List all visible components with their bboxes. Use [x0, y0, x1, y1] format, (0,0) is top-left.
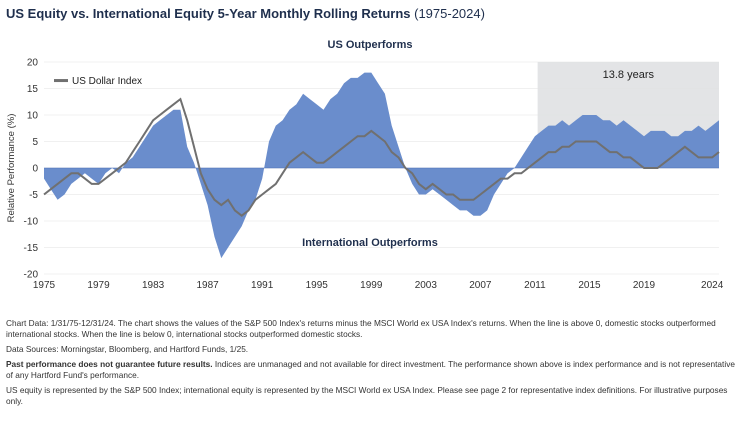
x-tick-label: 1991 — [251, 280, 274, 291]
note-past-performance-text: Indices are unmanaged and not available … — [6, 359, 735, 380]
x-tick-label: 2024 — [701, 280, 724, 291]
note-past-performance-bold: Past performance does not guarantee futu… — [6, 359, 213, 369]
y-tick-label: 0 — [32, 164, 38, 175]
chart-title-main: US Equity vs. International Equity 5-Yea… — [6, 6, 411, 21]
us-dollar-index-line — [43, 97, 720, 217]
y-tick-label: -10 — [24, 217, 39, 228]
y-tick-labels: 20 15 10 5 0 -5 -10 -15 -20 — [24, 58, 39, 281]
note-chart-data: Chart Data: 1/31/75-12/31/24. The chart … — [6, 318, 716, 339]
x-tick-label: 1987 — [197, 280, 220, 291]
legend: US Dollar Index — [54, 76, 142, 87]
note-sources: Data Sources: Morningstar, Bloomberg, an… — [6, 344, 249, 354]
x-tick-label: 2007 — [469, 280, 492, 291]
note-past-performance: Past performance does not guarantee futu… — [6, 359, 744, 381]
y-tick-label: 20 — [27, 58, 39, 69]
chart-notes: Chart Data: 1/31/75-12/31/24. The chart … — [6, 318, 744, 411]
x-tick-label: 2019 — [633, 280, 656, 291]
x-tick-label: 1979 — [87, 280, 110, 291]
x-tick-label: 2011 — [524, 280, 546, 291]
y-tick-label: 5 — [32, 137, 38, 148]
legend-label: US Dollar Index — [72, 76, 142, 87]
x-tick-labels: 1975 1979 1983 1987 1991 1995 1999 2003 2007 2011… — [33, 280, 724, 291]
y-tick-label: -20 — [24, 270, 39, 281]
x-tick-label: 1975 — [33, 280, 56, 291]
chart-title: US Equity vs. International Equity 5-Yea… — [6, 6, 485, 21]
annotation-us-outperforms: US Outperforms — [328, 39, 413, 51]
x-tick-label: 2003 — [415, 280, 438, 291]
x-tick-label: 1999 — [360, 280, 383, 291]
y-axis-label: Relative Performance (%) — [6, 114, 17, 223]
y-tick-label: -15 — [24, 243, 39, 254]
y-tick-label: 15 — [27, 84, 39, 95]
y-tick-label: -5 — [29, 190, 38, 201]
chart-title-years: (1975-2024) — [414, 6, 485, 21]
x-tick-label: 2015 — [578, 280, 601, 291]
x-tick-label: 1995 — [306, 280, 329, 291]
x-tick-label: 1983 — [142, 280, 165, 291]
y-tick-label: 10 — [27, 111, 39, 122]
annotation-years-label: 13.8 years — [603, 69, 655, 81]
relative-performance-area — [44, 72, 719, 259]
note-definitions: US equity is represented by the S&P 500 … — [6, 385, 728, 406]
annotation-international-outperforms: International Outperforms — [302, 237, 438, 249]
